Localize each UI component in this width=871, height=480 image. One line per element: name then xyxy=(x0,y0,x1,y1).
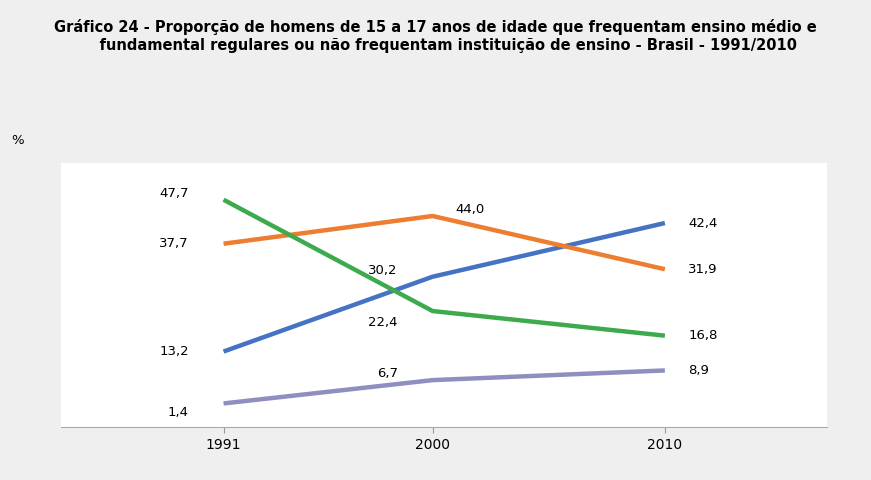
Text: 30,2: 30,2 xyxy=(368,264,398,276)
Text: 16,8: 16,8 xyxy=(688,329,718,342)
Text: 42,4: 42,4 xyxy=(688,216,718,229)
Text: 8,9: 8,9 xyxy=(688,364,709,377)
Text: %: % xyxy=(11,134,24,147)
Text: 1,4: 1,4 xyxy=(168,406,189,419)
Text: 13,2: 13,2 xyxy=(159,345,189,358)
Text: 47,7: 47,7 xyxy=(159,187,189,200)
Text: 31,9: 31,9 xyxy=(688,263,718,276)
Text: 44,0: 44,0 xyxy=(456,203,485,216)
Text: 37,7: 37,7 xyxy=(159,237,189,250)
Text: 22,4: 22,4 xyxy=(368,315,398,328)
Text: 6,7: 6,7 xyxy=(377,367,398,380)
Text: Gráfico 24 - Proporção de homens de 15 a 17 anos de idade que frequentam ensino : Gráfico 24 - Proporção de homens de 15 a… xyxy=(54,19,817,53)
